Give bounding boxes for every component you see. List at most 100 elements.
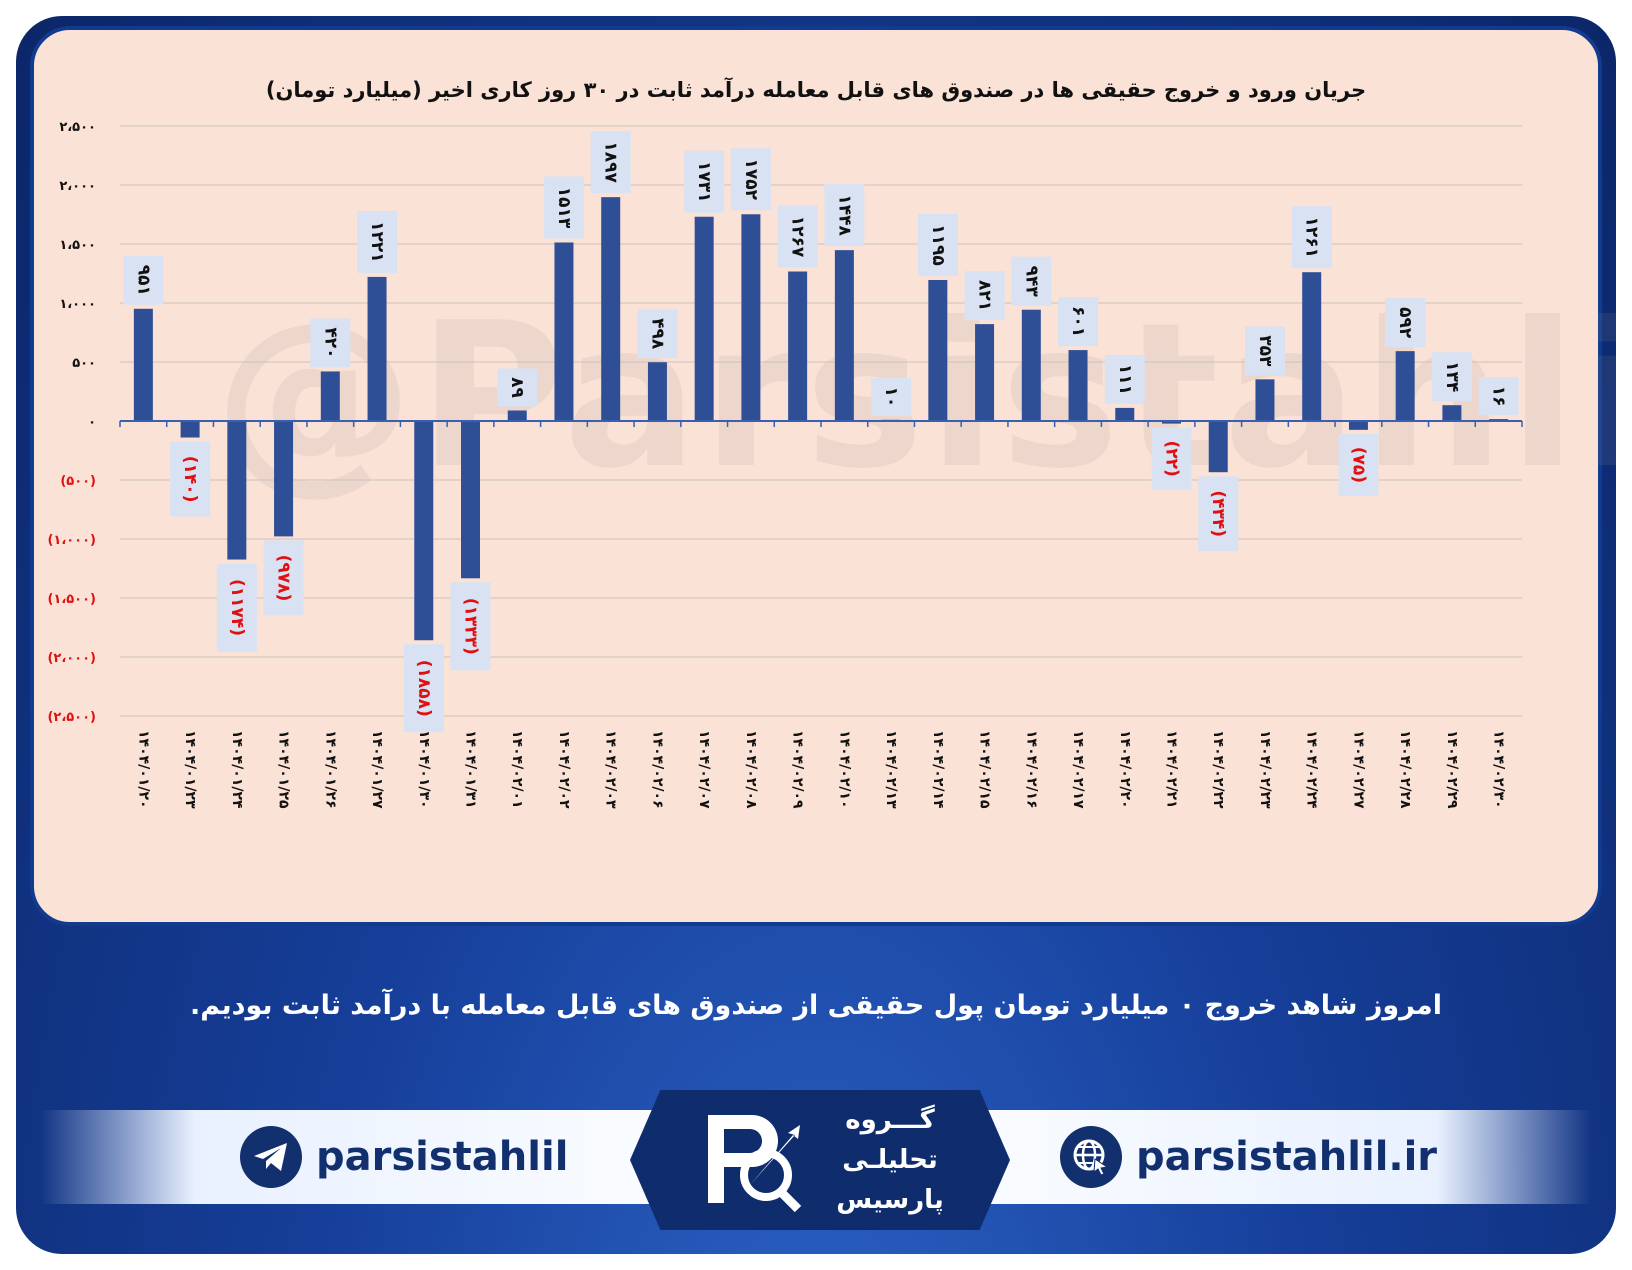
x-tick-label: ۱۴۰۴/۰۲/۲۲ [1210, 730, 1226, 809]
data-label-box [777, 205, 818, 268]
x-tick-label: ۱۴۰۴/۰۱/۲۵ [276, 730, 292, 809]
chart-title: جریان ورود و خروج حقیقی ها در صندوق های … [265, 78, 1367, 102]
y-tick-label: (۲،۵۰۰) [47, 710, 96, 725]
data-label: ۱۳۴ [1442, 361, 1462, 392]
data-label-box [263, 540, 304, 616]
data-label: ۳۵۳ [1255, 335, 1275, 367]
bar [1255, 379, 1275, 421]
x-tick-label: ۱۴۰۴/۰۲/۳۰ [1491, 730, 1507, 809]
bar [647, 362, 667, 421]
y-tick-label: (۵۰۰) [60, 474, 96, 489]
x-tick-label: ۱۴۰۴/۰۱/۲۰ [135, 730, 151, 809]
bar [414, 421, 434, 641]
x-tick-label: ۱۴۰۴/۰۲/۲۸ [1397, 730, 1413, 809]
bar [227, 421, 247, 560]
x-tick-label: ۱۴۰۴/۰۲/۱۰ [836, 730, 852, 809]
data-label-box [964, 271, 1005, 321]
watermark: @Parsistahlil [214, 280, 1616, 513]
bar [694, 216, 714, 421]
data-label: ۹۵۱ [133, 265, 153, 296]
data-label-box [590, 131, 631, 194]
logo-badge [630, 1090, 1010, 1230]
bar [507, 410, 527, 421]
bar [928, 279, 948, 421]
website-text: parsistahlil.ir [1136, 1134, 1438, 1180]
bar [1395, 351, 1415, 421]
y-tick-label: ۵۰۰ [72, 356, 96, 371]
data-label: ۶۰۱ [1068, 306, 1088, 337]
bar [274, 421, 294, 537]
data-label-box [123, 255, 164, 305]
bar [180, 421, 200, 438]
data-label: ۱۲۶۷ [788, 216, 808, 258]
x-tick-label: ۱۴۰۴/۰۱/۳۱ [463, 730, 479, 809]
bar [1021, 309, 1041, 421]
data-label-box [1198, 476, 1239, 552]
data-label: ۵۹۲ [1395, 307, 1415, 339]
x-tick-label: ۱۴۰۴/۰۱/۲۴ [229, 730, 245, 809]
x-tick-label: ۱۴۰۴/۰۲/۲۹ [1444, 730, 1460, 809]
telegram-handle[interactable]: parsistahlil [240, 1126, 568, 1188]
y-tick-label: ۱،۰۰۰ [59, 297, 96, 312]
data-label-box [1385, 298, 1426, 348]
data-label: ۸۹ [507, 377, 527, 398]
data-label: ۱۲۶۱ [1302, 216, 1322, 258]
summary-message: امروز شاهد خروج ۰ میلیارد تومان پول حقیق… [190, 990, 1442, 1021]
telegram-icon [240, 1126, 302, 1188]
x-tick-label: ۱۴۰۴/۰۱/۳۰ [416, 730, 432, 809]
x-tick-label: ۱۴۰۴/۰۲/۰۱ [509, 730, 525, 809]
data-label-box [1244, 326, 1285, 376]
data-label: ۱۴۴۸ [834, 194, 854, 236]
bar [320, 371, 340, 421]
x-tick-label: ۱۴۰۴/۰۲/۲۷ [1350, 730, 1366, 809]
data-label: ۱۶ [1489, 386, 1509, 407]
logo-text: گـــروه تحلیلـی پارسیس [820, 1100, 960, 1220]
data-label-box [824, 184, 865, 247]
data-label: ۱۲۲۱ [367, 221, 387, 263]
bar [133, 308, 153, 421]
data-label: (۱۸۵۸) [414, 660, 434, 717]
data-label-box [543, 176, 584, 239]
x-tick-label: ۱۴۰۴/۰۲/۰۳ [603, 730, 619, 809]
data-label: (۲۲) [1162, 440, 1182, 476]
data-label-box [403, 644, 444, 733]
y-tick-label: ۱،۵۰۰ [59, 238, 96, 253]
data-label-box [310, 318, 351, 368]
x-tick-label: ۱۴۰۴/۰۲/۱۷ [1070, 730, 1086, 809]
bar [1162, 421, 1181, 424]
bar [834, 250, 854, 421]
data-label-box [1478, 377, 1519, 416]
x-tick-label: ۱۴۰۴/۰۲/۰۹ [790, 730, 806, 809]
x-tick-label: ۱۴۰۴/۰۱/۲۳ [182, 730, 198, 809]
data-label-box [917, 213, 958, 276]
data-label-box [216, 563, 257, 652]
y-tick-label: (۲،۰۰۰) [47, 651, 96, 666]
data-label-box [1291, 206, 1332, 269]
data-label: ۹۴۳ [1021, 266, 1041, 298]
x-tick-label: ۱۴۰۴/۰۲/۰۶ [649, 730, 665, 809]
bar [1208, 421, 1228, 473]
bar [1115, 407, 1135, 421]
data-label-box [450, 582, 491, 671]
y-tick-label: ۲،۰۰۰ [59, 179, 96, 194]
x-tick-label: ۱۴۰۴/۰۲/۰۷ [696, 730, 712, 809]
data-label-box [871, 377, 912, 416]
data-label-box [730, 148, 771, 211]
data-label-box [1338, 433, 1379, 496]
website-link[interactable]: parsistahlil.ir [1060, 1126, 1437, 1188]
data-label-box [1151, 427, 1192, 490]
bar [1348, 421, 1368, 430]
x-tick-label: ۱۴۰۴/۰۲/۲۰ [1117, 730, 1133, 809]
data-label-box [1011, 256, 1052, 306]
data-label: ۱۱۱ [1115, 364, 1135, 395]
data-label-box [637, 309, 678, 359]
x-tick-label: ۱۴۰۴/۰۲/۱۴ [930, 730, 946, 809]
bar [367, 276, 387, 421]
data-label: (۴۳۴) [1208, 490, 1228, 537]
logo-line-3: پارسیس [836, 1185, 944, 1215]
x-tick-label: ۱۴۰۴/۰۲/۰۸ [743, 730, 759, 809]
data-label: ۸۲۱ [975, 280, 995, 311]
y-tick-label: (۱،۰۰۰) [47, 533, 96, 548]
data-label-box [1104, 354, 1145, 404]
logo-mark [708, 1115, 802, 1213]
